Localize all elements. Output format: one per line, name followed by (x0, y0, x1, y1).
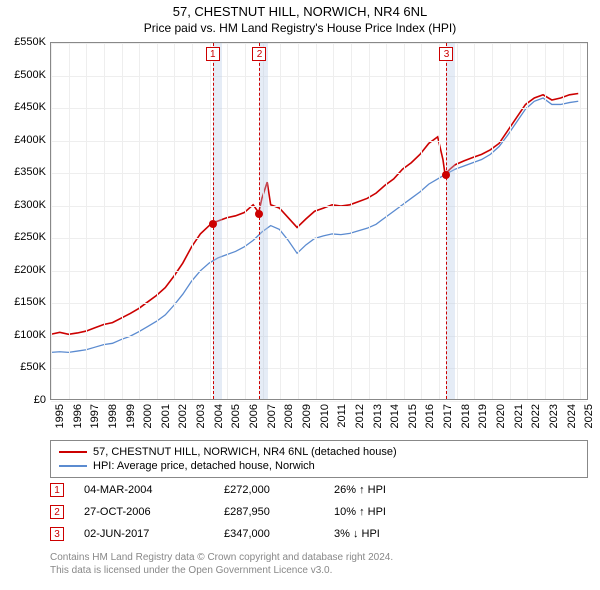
legend-swatch-hpi (59, 465, 87, 467)
marker-flag: 1 (206, 47, 220, 61)
x-axis-tick-label: 2013 (372, 404, 384, 428)
footer-line-2: This data is licensed under the Open Gov… (50, 565, 588, 578)
x-axis-tick-label: 2015 (407, 404, 419, 428)
legend-row: 57, CHESTNUT HILL, NORWICH, NR4 6NL (det… (59, 445, 579, 459)
footer-attribution: Contains HM Land Registry data © Crown c… (50, 552, 588, 577)
y-axis-tick-label: £550K (0, 36, 46, 48)
y-axis-tick-label: £300K (0, 199, 46, 211)
y-axis-tick-label: £400K (0, 134, 46, 146)
marker-line (446, 43, 447, 399)
transaction-date: 27-OCT-2006 (84, 506, 224, 518)
y-axis-tick-label: £350K (0, 166, 46, 178)
y-axis-tick-label: £150K (0, 296, 46, 308)
x-axis-tick-label: 2006 (248, 404, 260, 428)
x-axis-tick-label: 2007 (266, 404, 278, 428)
y-axis-tick-label: £50K (0, 361, 46, 373)
x-axis-tick-label: 1995 (54, 404, 66, 428)
legend-label-price-paid: 57, CHESTNUT HILL, NORWICH, NR4 6NL (det… (93, 446, 397, 458)
x-axis-tick-label: 1998 (107, 404, 119, 428)
title-line-1: 57, CHESTNUT HILL, NORWICH, NR4 6NL (0, 4, 600, 19)
x-axis-tick-label: 2022 (530, 404, 542, 428)
x-axis-tick-label: 2012 (354, 404, 366, 428)
transaction-date: 04-MAR-2004 (84, 484, 224, 496)
x-axis-tick-label: 1997 (89, 404, 101, 428)
x-axis-tick-label: 1999 (125, 404, 137, 428)
transaction-price: £272,000 (224, 484, 334, 496)
marker-dot (255, 210, 263, 218)
x-axis-tick-label: 2020 (495, 404, 507, 428)
marker-band (259, 43, 268, 399)
x-axis-tick-label: 2003 (195, 404, 207, 428)
transaction-flag: 2 (50, 505, 64, 519)
x-axis-tick-label: 2002 (177, 404, 189, 428)
chart-title-block: 57, CHESTNUT HILL, NORWICH, NR4 6NL Pric… (0, 0, 600, 37)
x-axis-tick-label: 2001 (160, 404, 172, 428)
x-axis-tick-label: 1996 (72, 404, 84, 428)
x-axis-tick-label: 2018 (460, 404, 472, 428)
legend-row: HPI: Average price, detached house, Norw… (59, 459, 579, 473)
y-axis-tick-label: £100K (0, 329, 46, 341)
x-axis-tick-label: 2024 (566, 404, 578, 428)
x-axis-tick-label: 2010 (319, 404, 331, 428)
chart-lines-svg (51, 43, 587, 399)
transaction-flag: 3 (50, 527, 64, 541)
x-axis-tick-label: 2019 (477, 404, 489, 428)
table-row: 1 04-MAR-2004 £272,000 26% ↑ HPI (50, 480, 588, 500)
x-axis-tick-label: 2008 (283, 404, 295, 428)
x-axis-tick-label: 2004 (213, 404, 225, 428)
x-axis-tick-label: 2014 (389, 404, 401, 428)
y-axis-tick-label: £250K (0, 231, 46, 243)
price-chart: 1 2 3 (50, 42, 588, 400)
y-axis-tick-label: £0 (0, 394, 46, 406)
x-axis-tick-label: 2009 (301, 404, 313, 428)
marker-line (259, 43, 260, 399)
transactions-table: 1 04-MAR-2004 £272,000 26% ↑ HPI 2 27-OC… (50, 480, 588, 546)
x-axis-tick-label: 2025 (583, 404, 595, 428)
marker-dot (209, 220, 217, 228)
marker-flag: 2 (252, 47, 266, 61)
transaction-delta: 10% ↑ HPI (334, 506, 434, 518)
x-axis-tick-label: 2016 (424, 404, 436, 428)
y-axis-tick-label: £450K (0, 101, 46, 113)
transaction-price: £287,950 (224, 506, 334, 518)
title-line-2: Price paid vs. HM Land Registry's House … (0, 21, 600, 35)
table-row: 2 27-OCT-2006 £287,950 10% ↑ HPI (50, 502, 588, 522)
x-axis-tick-label: 2005 (230, 404, 242, 428)
x-axis-tick-label: 2011 (336, 404, 348, 428)
y-axis-tick-label: £500K (0, 69, 46, 81)
legend-swatch-price-paid (59, 451, 87, 453)
x-axis-tick-label: 2023 (548, 404, 560, 428)
footer-line-1: Contains HM Land Registry data © Crown c… (50, 552, 588, 565)
transaction-date: 02-JUN-2017 (84, 528, 224, 540)
x-axis-tick-label: 2021 (513, 404, 525, 428)
y-axis-tick-label: £200K (0, 264, 46, 276)
legend-label-hpi: HPI: Average price, detached house, Norw… (93, 460, 315, 472)
x-axis-tick-label: 2017 (442, 404, 454, 428)
legend-box: 57, CHESTNUT HILL, NORWICH, NR4 6NL (det… (50, 440, 588, 478)
x-axis-tick-label: 2000 (142, 404, 154, 428)
transaction-flag: 1 (50, 483, 64, 497)
transaction-delta: 3% ↓ HPI (334, 528, 434, 540)
table-row: 3 02-JUN-2017 £347,000 3% ↓ HPI (50, 524, 588, 544)
marker-band (446, 43, 455, 399)
marker-flag: 3 (439, 47, 453, 61)
marker-dot (442, 171, 450, 179)
transaction-delta: 26% ↑ HPI (334, 484, 434, 496)
transaction-price: £347,000 (224, 528, 334, 540)
